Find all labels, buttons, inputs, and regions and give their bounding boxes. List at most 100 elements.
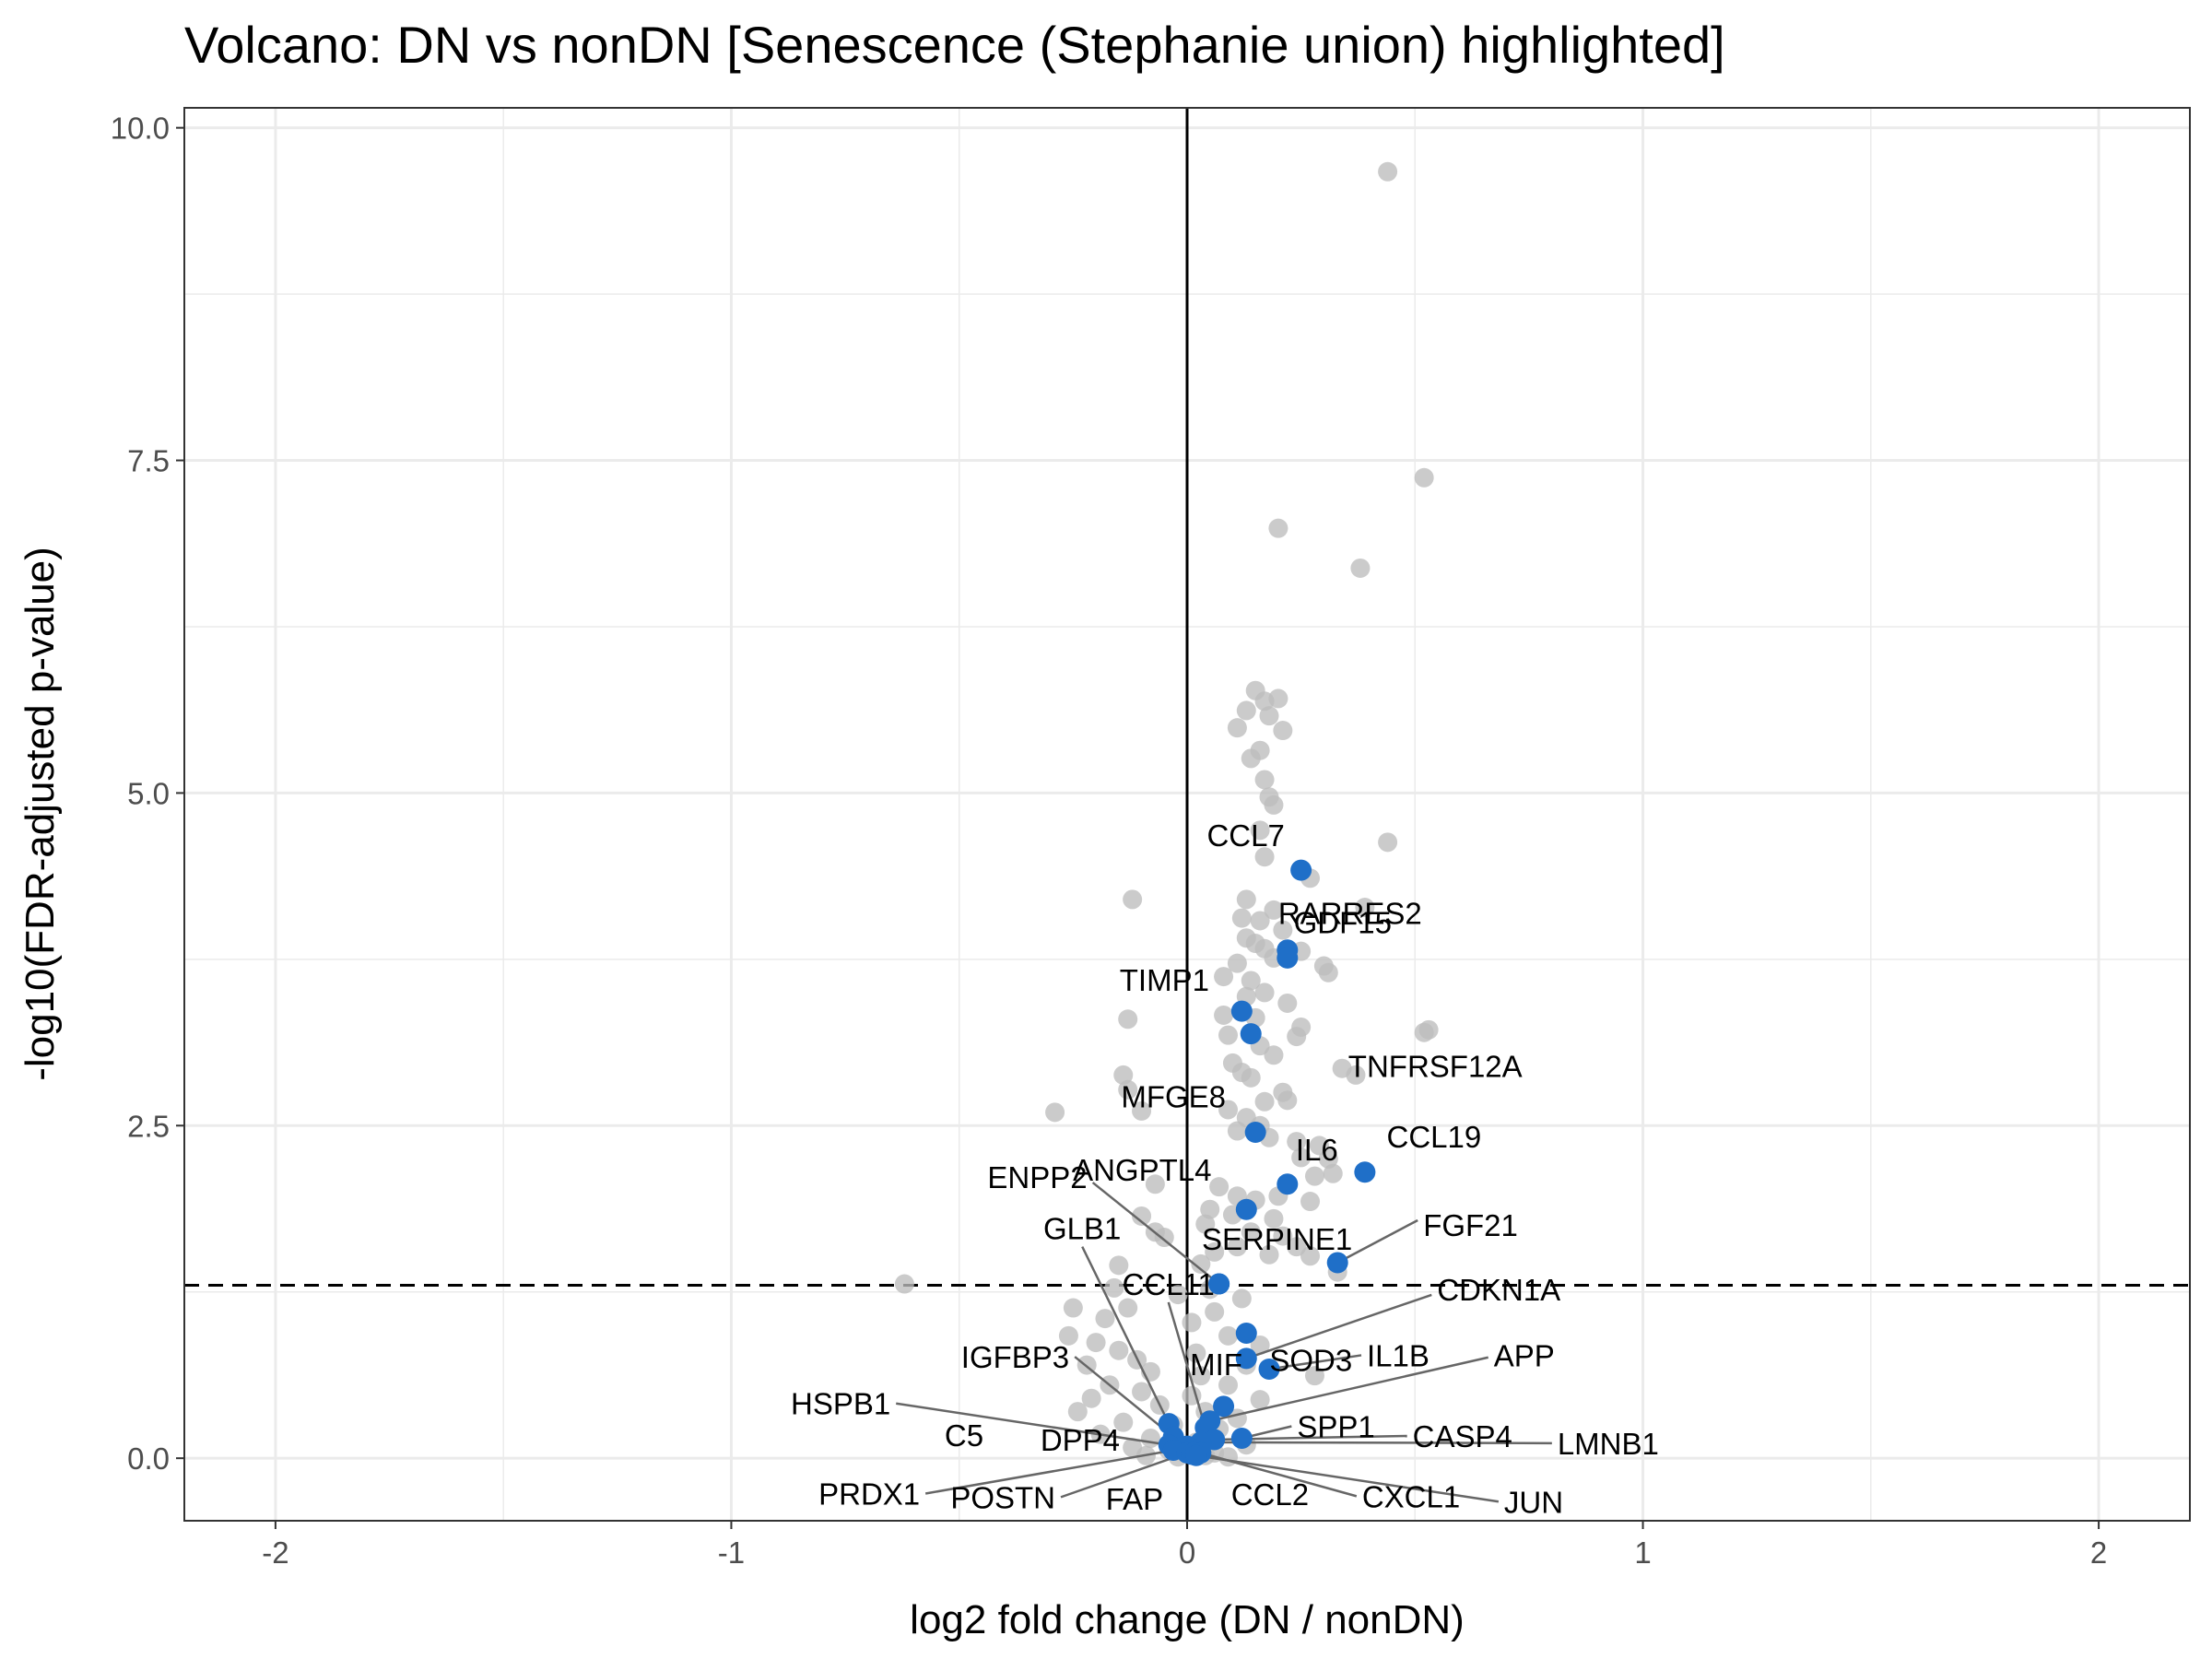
label-leader-line <box>1081 1246 1171 1425</box>
y-tick-label: 10.0 <box>111 112 170 146</box>
gene-point <box>1236 700 1256 721</box>
gene-point <box>1067 1402 1088 1422</box>
label-leader-line <box>1268 1354 1362 1371</box>
gene-label: GDF15 <box>1294 905 1392 939</box>
label-leader-line <box>924 1449 1174 1495</box>
gene-point <box>1287 1237 1307 1257</box>
gene-point <box>1300 1192 1321 1212</box>
senescence-gene-point <box>1244 1121 1266 1143</box>
gene-point <box>1277 993 1298 1013</box>
gene-label: CCL19 <box>1387 1120 1482 1154</box>
gene-point <box>1355 898 1375 918</box>
senescence-gene-point <box>1277 947 1299 969</box>
gene-point <box>1113 1065 1134 1085</box>
y-tick-label: 7.5 <box>127 444 170 478</box>
gene-point <box>1250 911 1270 931</box>
gene-point <box>1250 1335 1270 1355</box>
gene-point <box>1104 1277 1124 1298</box>
gene-point <box>1287 1132 1307 1152</box>
gene-label: C5 <box>945 1418 983 1453</box>
gene-label: HSPB1 <box>791 1387 890 1421</box>
gene-point <box>1250 820 1270 841</box>
gene-point <box>1186 1343 1206 1363</box>
gene-point <box>1273 721 1293 741</box>
senescence-gene-point <box>1213 1395 1235 1418</box>
senescence-gene-point <box>1235 1322 1257 1344</box>
gene-point <box>1291 1147 1312 1168</box>
gene-point <box>1095 1309 1115 1329</box>
gene-point <box>1205 1241 1225 1262</box>
senescence-gene-point <box>1235 1198 1257 1220</box>
senescence-gene-point <box>1277 1173 1299 1195</box>
gene-point <box>1209 1177 1230 1197</box>
gene-point <box>1227 953 1247 973</box>
gene-point <box>1268 518 1288 538</box>
label-leader-line <box>1060 1452 1188 1499</box>
gene-point <box>1081 1388 1101 1408</box>
gene-point <box>1123 889 1143 910</box>
gene-point <box>1118 1079 1138 1100</box>
x-tick-label: 1 <box>1634 1535 1651 1570</box>
gene-label: LMNB1 <box>1558 1427 1659 1461</box>
gene-point <box>1273 1226 1293 1246</box>
y-axis: 0.0 2.5 5.0 7.5 10.0 <box>111 112 184 1476</box>
gene-point <box>1254 847 1275 867</box>
gene-label: MFGE8 <box>1121 1079 1226 1113</box>
gene-point <box>1304 1366 1324 1386</box>
gene-point <box>1218 1447 1239 1467</box>
gene-point <box>1414 467 1434 488</box>
gene-point <box>1236 889 1256 910</box>
gene-point <box>1140 1429 1160 1449</box>
senescence-gene-point <box>1235 1347 1257 1370</box>
gene-label: TNFRSF12A <box>1348 1050 1523 1084</box>
gene-point <box>1109 1255 1129 1276</box>
gene-point <box>1254 770 1275 790</box>
gene-point <box>1259 1244 1279 1265</box>
label-leader-line <box>1200 1441 1552 1445</box>
gene-point <box>1086 1333 1106 1353</box>
gene-point <box>1205 1301 1225 1322</box>
gene-point <box>1346 1065 1366 1085</box>
senescence-gene-point <box>1185 1444 1207 1466</box>
gene-point <box>1218 1100 1239 1120</box>
gene-label: GLB1 <box>1043 1212 1121 1246</box>
gene-point <box>1277 1090 1298 1111</box>
gene-point <box>1241 748 1261 769</box>
gene-point <box>1218 1025 1239 1045</box>
gene-point <box>1113 1412 1134 1432</box>
gene-point <box>1214 1005 1234 1025</box>
gene-point <box>1118 1009 1138 1030</box>
gene-label: IL6 <box>1296 1133 1338 1167</box>
senescence-gene-point <box>1230 1000 1253 1022</box>
gene-point <box>1182 1312 1202 1333</box>
label-leader-line <box>1074 1356 1174 1439</box>
gene-point <box>1214 967 1234 987</box>
highlighted-points <box>1158 859 1376 1466</box>
label-leader-line <box>1167 1301 1206 1429</box>
label-leader-line <box>1091 1182 1220 1286</box>
reference-lines <box>184 108 2190 1521</box>
gene-point <box>1145 1174 1165 1194</box>
label-leader-line <box>1245 1293 1432 1360</box>
gene-point <box>1132 1382 1152 1402</box>
gene-label: PRDX1 <box>818 1477 920 1511</box>
gene-label: CCL2 <box>1231 1477 1309 1512</box>
x-axis: -2 -1 0 1 2 <box>262 1521 2107 1570</box>
x-axis-title: log2 fold change (DN / nonDN) <box>910 1597 1465 1642</box>
senescence-gene-point <box>1208 1273 1230 1295</box>
gene-point <box>1241 1222 1261 1242</box>
gene-point <box>1227 1121 1247 1141</box>
gene-point <box>1300 1246 1321 1266</box>
gene-label: CXCL1 <box>1362 1479 1460 1513</box>
gene-label: RARRES2 <box>1278 897 1422 931</box>
gene-point <box>1250 1390 1270 1410</box>
senescence-gene-point <box>1290 859 1312 881</box>
gene-point <box>1378 832 1398 853</box>
gene-label: CDKN1A <box>1437 1273 1560 1307</box>
gene-point <box>1109 1340 1129 1360</box>
gene-point <box>1254 1091 1275 1112</box>
gene-point <box>1227 1237 1247 1257</box>
gene-point <box>1264 1208 1284 1229</box>
